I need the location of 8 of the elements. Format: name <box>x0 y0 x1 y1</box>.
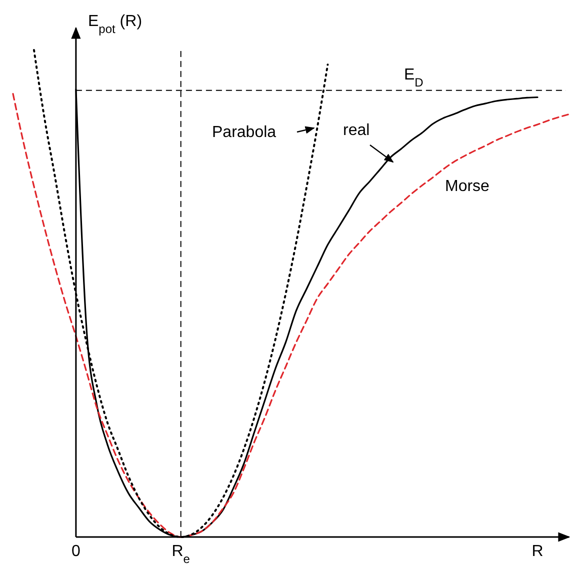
series-label: Morse <box>445 178 490 195</box>
legend-label: real <box>343 122 370 139</box>
ref-line-label: E$_{D}$ <box>404 66 424 90</box>
y-axis-title: E$_{pot}$ (R) <box>88 13 142 36</box>
x-tick-label: R$_{e}$ <box>172 543 190 566</box>
text: Parabola <box>212 124 276 141</box>
x-tick-label: R <box>532 543 544 560</box>
x-tick-label: 0 <box>71 543 80 560</box>
